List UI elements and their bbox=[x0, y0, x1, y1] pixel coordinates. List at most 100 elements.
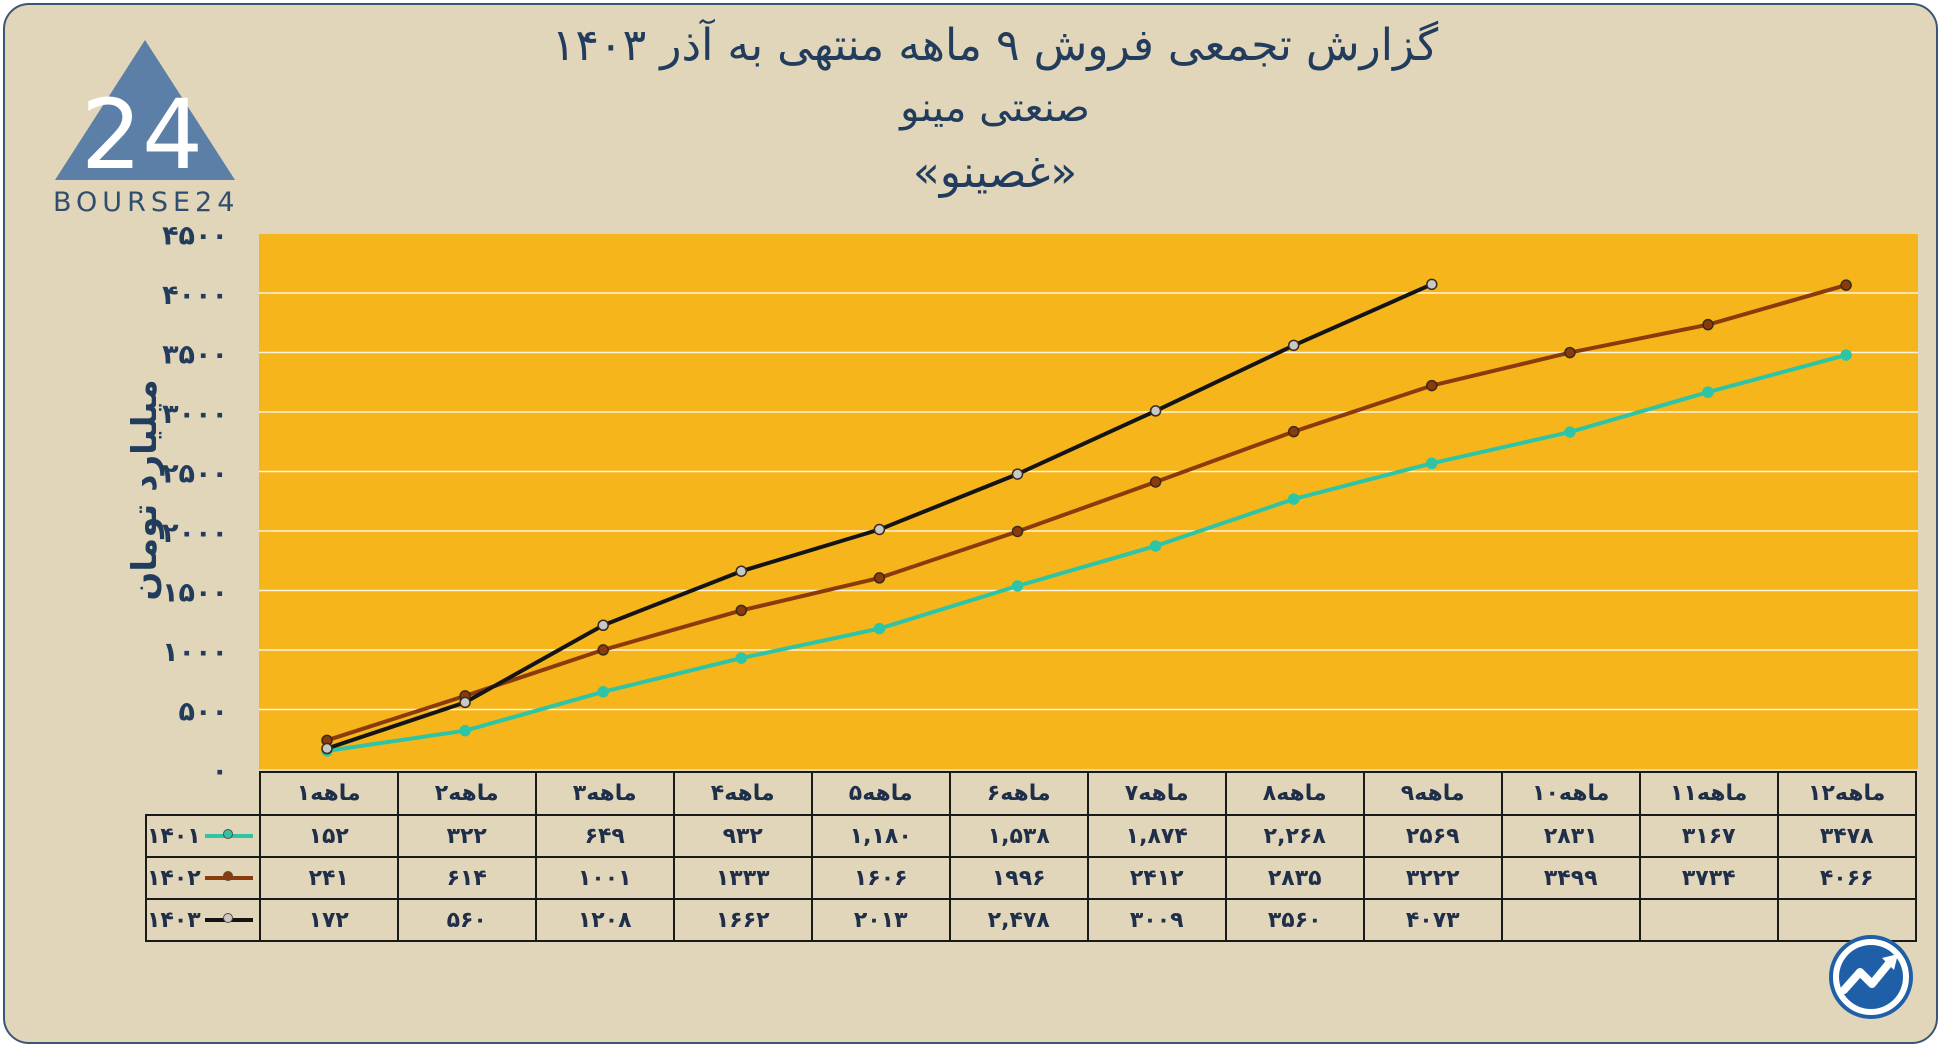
legend-line-icon bbox=[204, 871, 253, 881]
table-cell: ۱,۸۷۴ bbox=[1086, 814, 1227, 858]
series-line-1 bbox=[326, 283, 1847, 743]
table-row: ۱۴۰۳ ۱۷۲ ۵۶۰ ۱۲۰۸ ۱۶۶۲ ۲۰۱۳ ۲,۴۷۸ ۳۰۰۹ ۳۵۶۰ ۴۰۷۳ bbox=[145, 898, 1917, 942]
bourse24-logo: 24 bbox=[50, 40, 240, 220]
table-cell: ۳۲۲ bbox=[396, 814, 537, 858]
table-cell bbox=[1500, 898, 1641, 942]
data-point bbox=[1011, 580, 1024, 592]
logo-triangle-icon: 24 bbox=[55, 40, 235, 191]
data-point bbox=[459, 724, 471, 737]
y-tick-label: ۱۰۰۰ bbox=[162, 637, 228, 668]
data-point bbox=[597, 619, 609, 631]
table-cell: ۲,۴۷۸ bbox=[948, 898, 1089, 942]
data-point bbox=[459, 696, 471, 709]
data-point bbox=[321, 742, 333, 755]
data-point bbox=[1011, 525, 1024, 538]
chart-subtitle-company: صنعتی مینو bbox=[900, 85, 1090, 131]
table-cell: ۲۴۱۲ bbox=[1086, 856, 1227, 900]
table-cell: ۴۰۷۳ bbox=[1362, 898, 1503, 942]
data-point bbox=[597, 686, 609, 698]
month-header: ۱۰ماهه bbox=[1500, 771, 1641, 816]
y-tick-label: ۵۰۰ bbox=[179, 697, 228, 728]
data-point bbox=[1840, 279, 1852, 291]
table-header-row: ۱ماهه ۲ماهه ۳ماهه ۴ماهه ۵ماهه ۶ماهه ۷ماهه ۸ماهه… bbox=[146, 771, 1917, 816]
table-cell: ۴۰۶۶ bbox=[1776, 856, 1917, 900]
chart-title: گزارش تجمعی فروش ۹ ماهه منتهی به آذر ۱۴۰… bbox=[551, 20, 1439, 71]
data-point bbox=[735, 565, 748, 577]
legend-line-icon bbox=[204, 913, 253, 923]
table-cell: ۳۵۶۰ bbox=[1224, 898, 1365, 942]
table-cell: ۶۴۹ bbox=[534, 814, 675, 858]
data-point bbox=[1149, 405, 1162, 417]
data-point bbox=[1287, 493, 1300, 505]
table-cell: ۱۰۰۱ bbox=[534, 856, 675, 900]
data-point bbox=[873, 523, 886, 536]
table-cell: ۳۲۲۲ bbox=[1362, 856, 1503, 900]
plot-area bbox=[259, 234, 1918, 769]
data-point bbox=[1840, 349, 1852, 361]
month-header: ۱ماهه bbox=[258, 771, 399, 816]
table-cell: ۳۱۶۷ bbox=[1638, 814, 1779, 858]
data-point bbox=[1426, 457, 1438, 470]
chart-subtitle-symbol: «غصینو» bbox=[912, 147, 1078, 198]
table-cell: ۱۶۰۶ bbox=[810, 856, 951, 900]
trend-badge-icon bbox=[1828, 934, 1914, 1020]
legend-entry: ۱۴۰۲ bbox=[145, 856, 261, 900]
data-point bbox=[873, 622, 886, 635]
table-cell: ۲,۲۶۸ bbox=[1224, 814, 1365, 858]
month-header: ۸ماهه bbox=[1224, 771, 1365, 816]
y-tick-label: ۲۵۰۰ bbox=[162, 459, 228, 490]
table-cell: ۱۳۳۳ bbox=[672, 856, 813, 900]
table-cell: ۱,۱۸۰ bbox=[810, 814, 951, 858]
legend-line-icon bbox=[204, 829, 253, 839]
table-cell: ۳۷۳۴ bbox=[1638, 856, 1779, 900]
data-table: ۱ماهه ۲ماهه ۳ماهه ۴ماهه ۵ماهه ۶ماهه ۷ماهه ۸ماهه… bbox=[145, 771, 1917, 942]
data-point bbox=[1702, 386, 1714, 398]
table-cell: ۲۴۱ bbox=[258, 856, 399, 900]
table-cell: ۱,۵۳۸ bbox=[948, 814, 1089, 858]
y-tick-label: ۲۰۰۰ bbox=[162, 518, 228, 549]
data-point bbox=[597, 644, 609, 656]
table-cell: ۶۱۴ bbox=[396, 856, 537, 900]
table-cell: ۲۸۳۱ bbox=[1500, 814, 1641, 858]
data-point bbox=[1426, 379, 1438, 392]
table-cell: ۳۴۹۹ bbox=[1500, 856, 1641, 900]
data-point bbox=[1149, 540, 1162, 552]
y-tick-label: ۴۵۰۰ bbox=[162, 221, 228, 252]
data-point bbox=[1564, 346, 1576, 359]
month-header: ۱۲ماهه bbox=[1776, 771, 1917, 816]
data-point bbox=[1702, 318, 1714, 331]
table-cell: ۱۵۲ bbox=[258, 814, 399, 858]
table-cell: ۱۶۶۲ bbox=[672, 898, 813, 942]
table-cell: ۲۵۶۹ bbox=[1362, 814, 1503, 858]
table-row: ۱۴۰۲ ۲۴۱ ۶۱۴ ۱۰۰۱ ۱۳۳۳ ۱۶۰۶ ۱۹۹۶ ۲۴۱۲ ۲۸۳۵ ۳۲۲۲ ۳۴… bbox=[145, 856, 1917, 900]
data-point bbox=[1287, 425, 1300, 438]
table-cell: ۲۸۳۵ bbox=[1224, 856, 1365, 900]
month-header: ۷ماهه bbox=[1086, 771, 1227, 816]
table-cell: ۳۴۷۸ bbox=[1776, 814, 1917, 858]
logo-text: BOURSE24 bbox=[53, 187, 240, 218]
month-header: ۹ماهه bbox=[1362, 771, 1503, 816]
y-tick-label: ۴۰۰۰ bbox=[162, 280, 228, 311]
series-points bbox=[321, 278, 1852, 757]
legend-entry: ۱۴۰۱ bbox=[145, 814, 261, 858]
legend-label: ۱۴۰۱ bbox=[147, 823, 201, 849]
data-point bbox=[1011, 468, 1024, 480]
table-cell: ۹۳۲ bbox=[672, 814, 813, 858]
legend-label: ۱۴۰۲ bbox=[147, 865, 201, 891]
series-line-0 bbox=[326, 353, 1847, 753]
table-cell: ۲۰۱۳ bbox=[810, 898, 951, 942]
month-header: ۵ماهه bbox=[810, 771, 951, 816]
data-point bbox=[1149, 476, 1162, 488]
month-header: ۲ماهه bbox=[396, 771, 537, 816]
table-corner bbox=[146, 772, 260, 815]
data-point bbox=[1426, 278, 1438, 291]
y-tick-label: ۳۵۰۰ bbox=[162, 340, 228, 371]
legend-entry: ۱۴۰۳ bbox=[145, 898, 261, 942]
logo-mark: 24 bbox=[81, 79, 203, 191]
data-point bbox=[1564, 426, 1576, 438]
table-cell: ۵۶۰ bbox=[396, 898, 537, 942]
y-axis-ticks: ۰ ۵۰۰ ۱۰۰۰ ۱۵۰۰ ۲۰۰۰ ۲۵۰۰ ۳۰۰۰ ۳۵۰۰ ۴۰۰۰ ۴۵۰۰ bbox=[162, 221, 228, 788]
table-cell: ۱۷۲ bbox=[258, 898, 399, 942]
data-point bbox=[873, 572, 886, 584]
